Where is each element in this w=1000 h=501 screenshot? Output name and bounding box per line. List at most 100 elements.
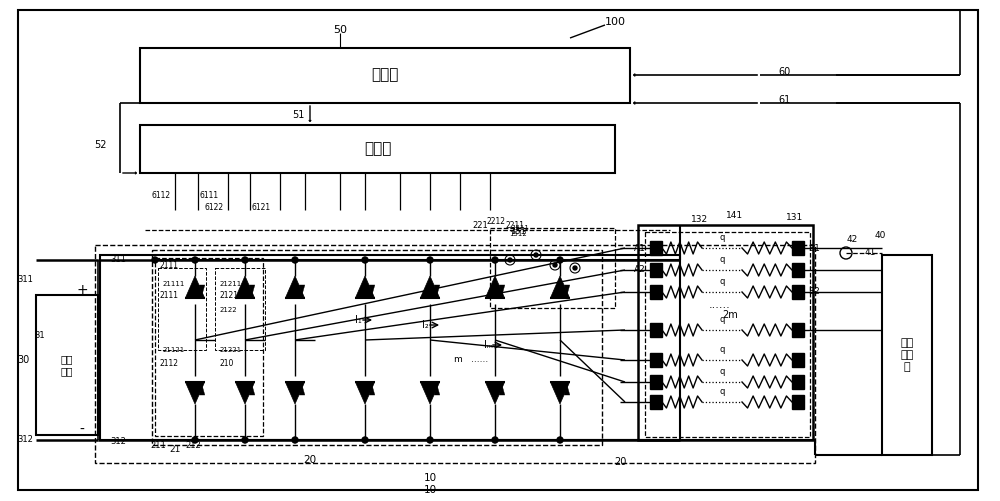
Text: 直流
电源: 直流 电源: [61, 354, 73, 376]
Polygon shape: [564, 285, 570, 295]
Text: Iₘ: Iₘ: [484, 340, 492, 350]
Text: A2: A2: [634, 266, 646, 275]
Text: 21221: 21221: [220, 347, 242, 353]
Text: 221: 221: [472, 221, 488, 230]
Circle shape: [573, 266, 577, 270]
Circle shape: [242, 258, 248, 263]
Circle shape: [242, 437, 248, 443]
Polygon shape: [235, 276, 255, 299]
Text: 2111: 2111: [160, 292, 179, 301]
Circle shape: [428, 437, 432, 442]
Text: 输出
传感
器: 输出 传感 器: [900, 338, 914, 372]
Circle shape: [558, 437, 562, 442]
Polygon shape: [299, 385, 305, 395]
Text: m: m: [454, 356, 462, 365]
Polygon shape: [355, 276, 375, 299]
Text: I₂: I₂: [422, 320, 428, 330]
Polygon shape: [199, 285, 205, 295]
Bar: [650, 263, 662, 277]
Circle shape: [492, 258, 498, 263]
Text: 51: 51: [292, 110, 304, 120]
Polygon shape: [249, 385, 255, 395]
Polygon shape: [185, 276, 205, 299]
Text: q: q: [719, 233, 725, 242]
Bar: [152, 250, 602, 445]
Text: q: q: [719, 387, 725, 396]
Bar: [792, 375, 804, 389]
Bar: [100, 255, 680, 440]
Polygon shape: [235, 382, 255, 404]
Text: 20: 20: [614, 457, 626, 467]
Bar: [490, 228, 615, 308]
Text: 30: 30: [18, 355, 30, 365]
Text: 312: 312: [17, 435, 33, 444]
Polygon shape: [420, 382, 440, 404]
Bar: [158, 268, 206, 350]
Bar: [792, 263, 804, 277]
Bar: [140, 48, 630, 103]
Text: 2211: 2211: [506, 221, 525, 230]
Bar: [792, 285, 804, 299]
Circle shape: [192, 257, 198, 263]
Circle shape: [362, 437, 368, 442]
Text: I₁: I₁: [355, 315, 361, 325]
Circle shape: [427, 437, 433, 443]
Text: q: q: [719, 256, 725, 265]
Bar: [650, 353, 662, 367]
Text: 151: 151: [510, 227, 526, 236]
Text: 10: 10: [423, 473, 437, 483]
Text: 61: 61: [778, 95, 790, 105]
Bar: [792, 395, 804, 409]
Polygon shape: [369, 385, 375, 395]
Text: q: q: [719, 346, 725, 355]
Circle shape: [492, 437, 498, 443]
Text: 6121: 6121: [252, 203, 271, 212]
Circle shape: [292, 437, 298, 442]
Text: 40: 40: [874, 230, 886, 239]
Polygon shape: [355, 382, 375, 404]
Bar: [140, 125, 615, 173]
Polygon shape: [550, 382, 570, 404]
Bar: [650, 241, 662, 255]
Text: 控制器: 控制器: [371, 68, 399, 83]
Text: -: -: [80, 423, 84, 437]
Polygon shape: [199, 385, 205, 395]
Text: 2121: 2121: [220, 292, 239, 301]
Text: 60: 60: [778, 67, 790, 77]
Text: q: q: [719, 316, 725, 325]
Polygon shape: [550, 276, 570, 299]
Text: 31: 31: [34, 331, 45, 340]
Text: q: q: [719, 368, 725, 376]
Text: ......: ......: [471, 356, 489, 365]
Circle shape: [428, 258, 432, 263]
Bar: [215, 268, 265, 350]
Bar: [792, 353, 804, 367]
Polygon shape: [499, 285, 505, 295]
Polygon shape: [434, 285, 440, 295]
Circle shape: [534, 253, 538, 257]
Polygon shape: [185, 382, 205, 404]
Circle shape: [553, 263, 557, 267]
Bar: [650, 323, 662, 337]
Text: 311: 311: [110, 256, 126, 265]
Bar: [638, 225, 813, 440]
Circle shape: [242, 437, 248, 442]
Text: 141: 141: [726, 210, 744, 219]
Circle shape: [152, 257, 158, 263]
Text: 1512: 1512: [509, 231, 527, 237]
Polygon shape: [285, 382, 305, 404]
Text: 312: 312: [110, 437, 126, 446]
Circle shape: [192, 437, 198, 443]
Text: 311: 311: [17, 276, 33, 285]
Circle shape: [362, 257, 368, 263]
Text: 100: 100: [604, 17, 626, 27]
Text: 42: 42: [846, 235, 858, 244]
Text: 211: 211: [150, 441, 166, 450]
Text: 50: 50: [333, 25, 347, 35]
Circle shape: [292, 258, 298, 263]
Circle shape: [492, 257, 498, 263]
Text: 1511: 1511: [511, 225, 529, 231]
Polygon shape: [485, 382, 505, 404]
Text: 21211: 21211: [220, 281, 242, 287]
Bar: [650, 375, 662, 389]
